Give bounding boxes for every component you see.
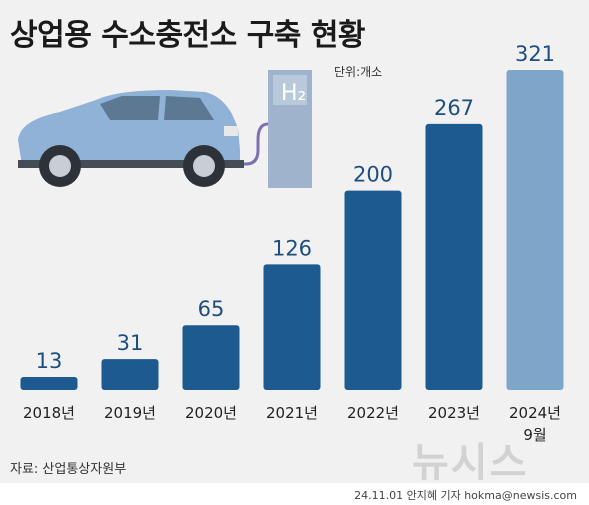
bar <box>101 359 159 390</box>
bar <box>506 70 564 390</box>
x-tick-label: 2023년 <box>428 404 480 422</box>
bar-value-label: 321 <box>515 42 555 66</box>
x-tick-label: 2024년 9월 <box>509 404 561 444</box>
car-illustration <box>18 90 244 187</box>
bar-value-label: 200 <box>353 163 393 187</box>
bar <box>263 264 321 390</box>
station-h2-label: H₂ <box>281 81 306 106</box>
hydrogen-station-illustration: H₂ <box>238 70 312 188</box>
bar-value-label: 13 <box>36 349 63 373</box>
unit-label: 단위:개소 <box>334 65 383 79</box>
bar <box>425 123 483 390</box>
newsis-watermark: 뉴시스 <box>412 440 529 486</box>
bar <box>344 190 402 390</box>
x-tick-label: 2019년 <box>104 404 156 422</box>
credit-line: 24.11.01 안지혜 기자 hokma@newsis.com <box>354 489 577 502</box>
bar-value-label: 65 <box>198 297 225 321</box>
chart-title: 상업용 수소충전소 구축 현황 <box>10 18 366 53</box>
bar-value-label: 126 <box>272 236 312 260</box>
source-note: 자료: 산업통상자원부 <box>10 462 127 477</box>
x-tick-label: 2018년 <box>23 404 75 422</box>
x-tick-label: 2022년 <box>347 404 399 422</box>
bars-group <box>20 70 564 390</box>
bar <box>20 377 78 390</box>
data-labels-group: 13 31 65 126 200 267 321 <box>36 42 555 373</box>
x-tick-labels-group: 2018년 2019년 2020년 2021년 2022년 2023년 2024년 9월 <box>23 404 561 444</box>
x-tick-label: 2020년 <box>185 404 237 422</box>
x-tick-label: 2021년 <box>266 404 318 422</box>
bar-value-label: 31 <box>117 331 144 355</box>
bar-value-label: 267 <box>434 96 474 120</box>
bar <box>182 325 240 390</box>
footer-strip <box>0 483 589 505</box>
bar-chart: H₂ 13 31 65 126 200 267 321 2018년 2019년 2020년 202… <box>18 42 564 444</box>
